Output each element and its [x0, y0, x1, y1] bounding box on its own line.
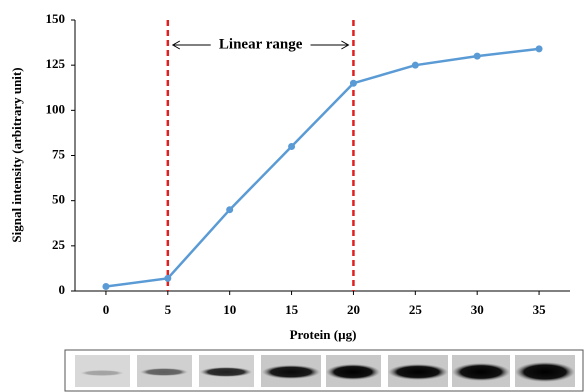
x-tick-label: 0 [103, 302, 110, 317]
point [536, 45, 543, 52]
y-tick-label: 125 [46, 56, 66, 71]
annotation: Linear range [219, 36, 303, 52]
x-axis-label: Protein (µg) [290, 327, 357, 342]
point [164, 275, 171, 282]
y-tick-label: 25 [52, 237, 66, 252]
point [474, 53, 481, 60]
band [515, 362, 575, 382]
band [140, 368, 188, 376]
x-tick-label: 20 [347, 302, 360, 317]
x-tick-label: 15 [285, 302, 299, 317]
y-tick-label: 100 [46, 101, 66, 116]
band [262, 365, 320, 379]
point [226, 206, 233, 213]
series-line [106, 49, 539, 287]
point [350, 80, 357, 87]
point [102, 283, 109, 290]
y-tick-label: 50 [52, 192, 65, 207]
band [388, 364, 448, 380]
x-tick-label: 5 [165, 302, 172, 317]
band [200, 367, 252, 377]
x-tick-label: 25 [409, 302, 423, 317]
band [80, 370, 124, 376]
x-tick-label: 35 [533, 302, 547, 317]
blot [65, 350, 583, 391]
point [412, 62, 419, 69]
y-tick-label: 75 [52, 146, 66, 161]
x-tick-label: 10 [223, 302, 236, 317]
chart: Signal intensity (arbitrary unit) Protei… [0, 0, 584, 392]
x-tick-label: 30 [471, 302, 484, 317]
point [288, 143, 295, 150]
y-axis-label: Signal intensity (arbitrary unit) [9, 67, 24, 242]
y-tick-label: 150 [46, 11, 66, 26]
band [326, 364, 380, 380]
band [452, 363, 510, 381]
y-tick-label: 0 [59, 282, 66, 297]
